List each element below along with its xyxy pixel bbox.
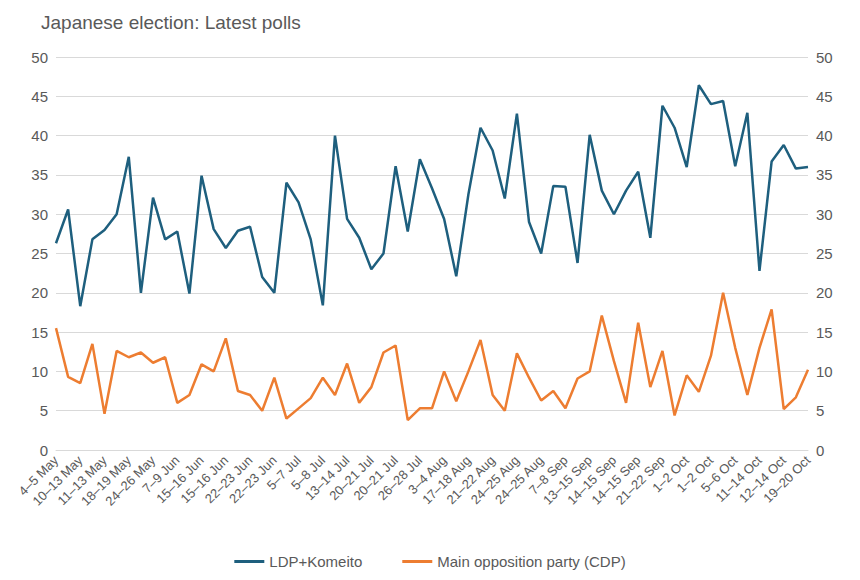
svg-text:15: 15: [31, 324, 48, 341]
svg-text:5: 5: [40, 402, 48, 419]
svg-text:0: 0: [816, 442, 824, 459]
svg-text:Main opposition party (CDP): Main opposition party (CDP): [437, 553, 625, 570]
svg-text:35: 35: [816, 166, 833, 183]
svg-text:18–19 May: 18–19 May: [78, 452, 135, 509]
svg-text:10–13 May: 10–13 May: [29, 452, 86, 509]
svg-text:5: 5: [816, 402, 824, 419]
svg-text:24–25 Aug: 24–25 Aug: [467, 452, 523, 508]
svg-text:15–16 Jun: 15–16 Jun: [153, 452, 207, 507]
svg-text:24–26 May: 24–26 May: [102, 452, 159, 509]
svg-text:Japanese election: Latest poll: Japanese election: Latest polls: [41, 12, 301, 33]
svg-text:35: 35: [31, 166, 48, 183]
svg-text:20: 20: [31, 284, 48, 301]
svg-text:20: 20: [816, 284, 833, 301]
svg-text:40: 40: [816, 127, 833, 144]
svg-text:3–4 Aug: 3–4 Aug: [405, 452, 450, 497]
svg-text:14–15 Sep: 14–15 Sep: [564, 452, 620, 508]
svg-text:22–23 Jun: 22–23 Jun: [201, 452, 256, 507]
svg-text:13–14 Jul: 13–14 Jul: [302, 452, 353, 504]
svg-text:LDP+Komeito: LDP+Komeito: [269, 553, 362, 570]
svg-text:15: 15: [816, 324, 833, 341]
svg-text:7–9 Jun: 7–9 Jun: [139, 452, 183, 496]
svg-text:21–22 Aug: 21–22 Aug: [443, 452, 498, 508]
svg-text:25: 25: [31, 245, 48, 262]
svg-text:5–8 Jul: 5–8 Jul: [287, 452, 329, 493]
svg-text:11–13 May: 11–13 May: [54, 452, 110, 508]
svg-text:50: 50: [31, 49, 48, 66]
svg-text:30: 30: [31, 206, 48, 223]
svg-text:30: 30: [816, 206, 833, 223]
svg-text:17–18 Aug: 17–18 Aug: [419, 452, 474, 508]
svg-text:50: 50: [816, 49, 833, 66]
svg-text:45: 45: [816, 88, 833, 105]
svg-text:0: 0: [39, 441, 48, 459]
svg-text:10: 10: [816, 363, 833, 380]
svg-text:26–28 Jul: 26–28 Jul: [374, 452, 426, 504]
svg-text:5–6 Oct: 5–6 Oct: [697, 452, 741, 496]
svg-text:1–2 Oct: 1–2 Oct: [673, 452, 717, 496]
svg-text:19–20 Oct: 19–20 Oct: [760, 452, 813, 505]
svg-text:11–14 Oct: 11–14 Oct: [712, 452, 765, 505]
svg-text:13–15 Sep: 13–15 Sep: [539, 452, 595, 508]
svg-text:7–8 Sep: 7–8 Sep: [525, 452, 571, 498]
svg-text:21–22 Sep: 21–22 Sep: [612, 452, 668, 508]
svg-text:4–5 May: 4–5 May: [15, 452, 62, 499]
svg-text:20–21 Jul: 20–21 Jul: [326, 452, 377, 504]
svg-text:12–14 Oct: 12–14 Oct: [736, 452, 789, 506]
svg-text:1–2 Oct: 1–2 Oct: [649, 452, 692, 496]
svg-text:40: 40: [31, 127, 48, 144]
svg-text:10: 10: [31, 363, 48, 380]
svg-text:5–7 Jul: 5–7 Jul: [263, 452, 304, 493]
svg-text:25: 25: [816, 245, 833, 262]
svg-text:45: 45: [31, 88, 48, 105]
